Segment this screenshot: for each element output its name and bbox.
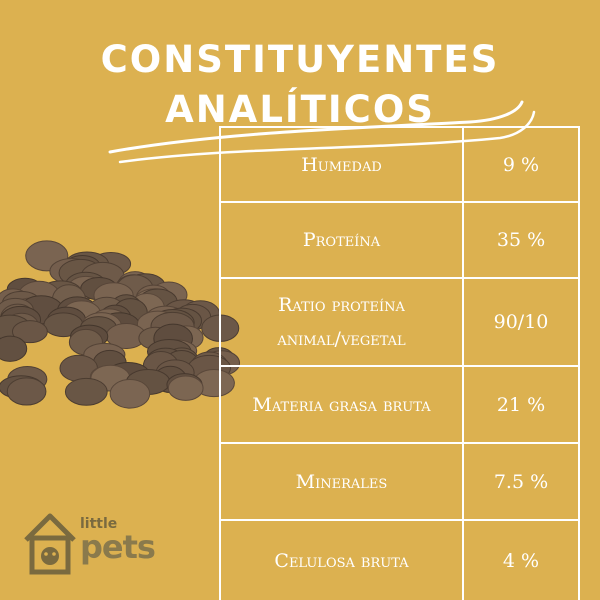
nutrition-table: Humedad 9 % Proteína 35 % Ratio proteína… <box>219 126 580 600</box>
kibble-piece <box>64 377 108 406</box>
kibble-piece <box>167 375 204 401</box>
kibble-piece <box>11 320 48 344</box>
row-label: Materia grasa bruta <box>221 367 464 442</box>
logo-text-little: little <box>80 516 118 532</box>
row-value: 4 % <box>502 549 540 572</box>
kibble-pile-image <box>0 240 241 409</box>
kibble-piece <box>0 335 28 362</box>
kibble-piece <box>6 377 47 406</box>
table-row: Humedad 9 % <box>221 128 578 203</box>
table-row: Materia grasa bruta 21 % <box>221 367 578 444</box>
row-label: Minerales <box>221 444 464 519</box>
row-value: 90/10 <box>493 311 549 333</box>
kibble-piece <box>109 378 151 409</box>
row-value: 21 % <box>496 393 546 416</box>
row-label: Ratio proteína animal/vegetal <box>221 279 464 365</box>
house-dog-icon <box>24 513 76 575</box>
row-value: 9 % <box>502 153 540 176</box>
row-value: 7.5 % <box>493 470 549 493</box>
title-line-2: ANALÍTICOS <box>165 88 435 131</box>
row-value: 35 % <box>496 229 546 251</box>
table-row: Minerales 7.5 % <box>221 444 578 521</box>
row-label: Proteína <box>221 203 464 277</box>
table-row: Celulosa bruta 4 % <box>221 521 578 600</box>
table-row: Proteína 35 % <box>221 203 578 279</box>
row-label: Celulosa bruta <box>221 521 464 600</box>
table-row: Ratio proteína animal/vegetal 90/10 <box>221 279 578 367</box>
row-label: Humedad <box>221 128 464 201</box>
title-line-1: CONSTITUYENTES <box>100 38 500 81</box>
logo-text-pets: pets <box>80 528 156 566</box>
